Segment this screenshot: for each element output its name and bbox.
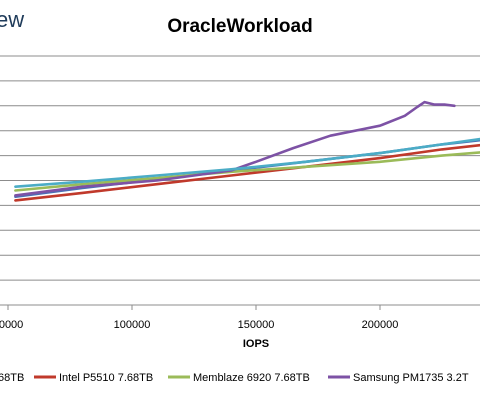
series-line-3 — [14, 151, 480, 192]
x-axis-label: IOPS — [243, 338, 269, 350]
x-tick-label: 50000 — [0, 319, 23, 331]
series-line-5 — [14, 137, 480, 188]
legend-label: Memblaze 6920 7.68TB — [193, 372, 310, 384]
legend-label: 68TB — [0, 372, 24, 384]
gridlines — [0, 55, 480, 281]
series-line-4 — [14, 100, 456, 197]
chart-title: OracleWorkload — [167, 16, 312, 37]
series-line-2 — [14, 143, 480, 202]
x-tick-label: 150000 — [238, 319, 275, 331]
series-lines — [14, 100, 480, 202]
x-tick-label: 100000 — [114, 319, 151, 331]
x-axis-ticks: 50000 100000 150000 200000 — [0, 305, 398, 331]
legend-label: Intel P5510 7.68TB — [59, 372, 153, 384]
x-tick-label: 200000 — [362, 319, 399, 331]
brand-fragment: ew — [0, 7, 24, 32]
legend: 68TB Intel P5510 7.68TB Memblaze 6920 7.68… — [0, 372, 469, 384]
plot-area: 50000 100000 150000 200000 — [0, 55, 480, 331]
legend-label: Samsung PM1735 3.2T — [353, 372, 469, 384]
